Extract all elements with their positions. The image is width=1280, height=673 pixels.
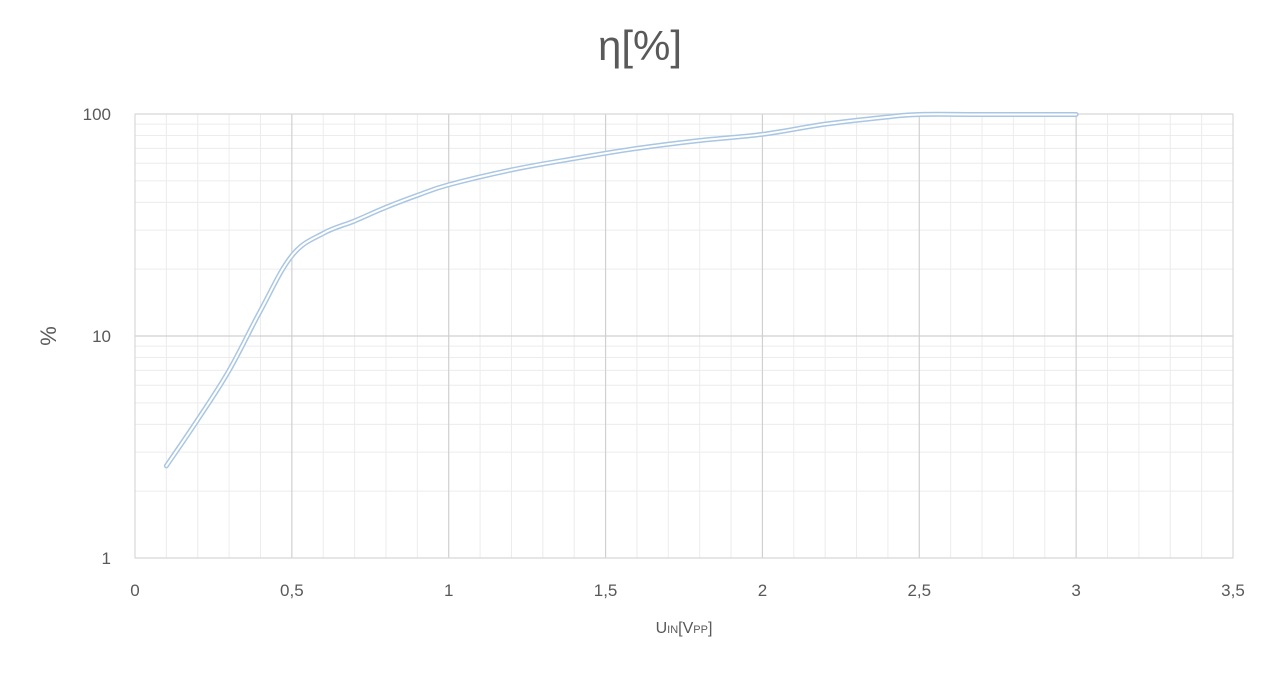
x-axis-label-sub2: PP (693, 624, 708, 636)
x-tick-label: 3 (1071, 581, 1080, 600)
x-tick-label: 1 (444, 581, 453, 600)
x-tick-label: 1,5 (594, 581, 618, 600)
series-line-outline (163, 111, 1079, 469)
series-line-core (165, 113, 1078, 467)
y-tick-label: 10 (92, 327, 111, 346)
x-tick-labels: 0 0,5 1 1,5 2 2,5 3 3,5 (130, 581, 1245, 600)
y-tick-labels: 1 10 100 (83, 105, 111, 568)
y-tick-label: 100 (83, 105, 111, 124)
x-axis-label-sub1: IN (667, 624, 678, 636)
x-tick-label: 2 (758, 581, 767, 600)
y-axis-label: % (36, 326, 61, 346)
x-tick-label: 0 (130, 581, 139, 600)
x-tick-label: 3,5 (1221, 581, 1245, 600)
x-axis-label: UIN[VPP] (656, 620, 713, 637)
y-tick-label: 1 (102, 549, 111, 568)
x-axis-label-main: U (656, 620, 668, 637)
x-tick-label: 0,5 (280, 581, 304, 600)
grid-lines (134, 113, 1234, 559)
x-axis-label-close: ] (708, 620, 712, 637)
x-axis-label-open: [V (678, 620, 693, 637)
plot-area (134, 113, 1234, 559)
chart-title: η[%] (597, 22, 683, 69)
x-tick-label: 2,5 (907, 581, 931, 600)
plot-frame (134, 113, 1234, 559)
series-layer (163, 111, 1079, 469)
